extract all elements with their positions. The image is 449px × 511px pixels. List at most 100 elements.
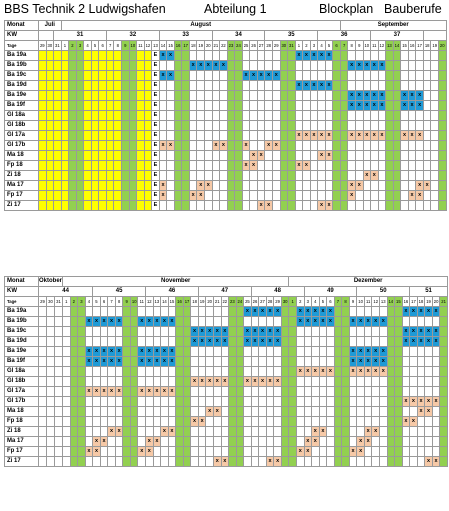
empty-cell <box>249 60 258 71</box>
empty-cell <box>258 356 267 367</box>
weekend-cell <box>234 60 243 71</box>
empty-cell <box>324 170 334 181</box>
class-row: Gl 18a E <box>4 110 447 121</box>
school-day-cell: x <box>84 356 94 367</box>
school-day-cell: x <box>92 446 101 457</box>
weekend-cell <box>386 356 396 367</box>
school-day-cell: x <box>160 316 169 327</box>
class-label: Zi 17 <box>4 456 39 467</box>
empty-cell <box>377 200 387 211</box>
empty-cell <box>205 456 214 467</box>
empty-cell <box>273 416 282 427</box>
empty-cell <box>152 396 162 407</box>
weekend-cell <box>394 396 403 407</box>
empty-cell <box>271 170 281 181</box>
empty-cell <box>241 100 251 111</box>
empty-cell <box>197 346 207 357</box>
weekend-cell <box>392 140 402 151</box>
empty-cell <box>309 140 319 151</box>
empty-cell <box>317 170 326 181</box>
weekend-cell <box>279 60 289 71</box>
weekend-cell <box>228 406 237 417</box>
school-day-cell: x <box>431 306 441 317</box>
empty-cell <box>379 456 388 467</box>
empty-cell <box>212 386 222 397</box>
weekend-cell <box>122 326 131 337</box>
empty-cell <box>295 326 305 337</box>
empty-cell <box>204 130 213 141</box>
empty-cell <box>409 436 418 447</box>
school-day-cell: x <box>92 316 101 327</box>
weekend-cell <box>69 336 79 347</box>
weekend-cell <box>386 346 396 357</box>
empty-cell <box>205 316 214 327</box>
empty-cell <box>407 170 417 181</box>
school-day-cell: x <box>250 336 260 347</box>
empty-cell <box>422 200 432 211</box>
empty-cell <box>407 80 417 91</box>
empty-cell <box>204 160 213 171</box>
empty-cell <box>295 416 305 427</box>
day-number: 29 <box>271 40 281 51</box>
weekend-cell <box>235 336 245 347</box>
holiday-cell <box>45 190 55 201</box>
school-day-cell: x <box>309 50 319 61</box>
empty-cell <box>258 406 267 417</box>
school-day-cell: x <box>204 180 213 191</box>
weekend-cell <box>235 326 245 337</box>
class-row: Ba 19a x x x x x x x x x x x x x x x <box>4 306 448 317</box>
holiday-cell <box>136 170 145 181</box>
school-day-cell: x <box>219 140 228 151</box>
school-day-cell: x <box>258 376 267 387</box>
weekend-cell <box>438 190 447 201</box>
empty-cell <box>249 140 258 151</box>
holiday-cell <box>98 190 107 201</box>
empty-cell <box>371 396 380 407</box>
empty-cell <box>107 436 116 447</box>
school-day-cell: x <box>241 70 251 81</box>
holiday-cell <box>83 80 92 91</box>
holiday-cell <box>98 150 107 161</box>
empty-cell <box>249 200 258 211</box>
weekend-cell <box>392 180 402 191</box>
day-number: 21 <box>212 296 222 307</box>
school-day-cell: x <box>211 140 221 151</box>
weekend-cell <box>181 110 190 121</box>
week-number: 34 <box>211 30 266 41</box>
empty-cell <box>188 50 198 61</box>
empty-cell <box>38 346 47 357</box>
class-row: Gl 17b x x x x x <box>4 396 448 407</box>
empty-cell <box>62 326 71 337</box>
weekend-cell <box>386 436 396 447</box>
weekend-cell <box>173 200 183 211</box>
day-number: 14 <box>158 40 168 51</box>
empty-cell <box>324 110 334 121</box>
empty-cell <box>409 426 418 437</box>
weekend-cell <box>341 346 350 357</box>
empty-cell <box>212 416 222 427</box>
empty-cell <box>303 406 313 417</box>
empty-cell <box>318 356 328 367</box>
school-day-cell: x <box>137 346 147 357</box>
school-day-cell: x <box>212 406 222 417</box>
school-day-cell: x <box>167 316 177 327</box>
holiday-cell <box>60 120 70 131</box>
week-number: 31 <box>53 30 107 41</box>
weekend-cell <box>333 356 343 367</box>
school-day-cell: x <box>145 446 154 457</box>
empty-cell <box>264 130 273 141</box>
empty-cell <box>401 446 411 457</box>
empty-cell <box>152 366 162 377</box>
empty-cell <box>249 180 258 191</box>
school-day-cell: x <box>318 366 328 377</box>
weekend-cell <box>385 80 394 91</box>
empty-cell <box>356 426 365 437</box>
school-day-cell: x <box>99 436 109 447</box>
school-day-cell: x <box>407 90 417 101</box>
day-number: 28 <box>265 296 275 307</box>
school-day-cell: x <box>197 336 207 347</box>
empty-cell <box>273 446 282 457</box>
empty-cell <box>273 396 282 407</box>
school-day-cell: x <box>256 150 266 161</box>
